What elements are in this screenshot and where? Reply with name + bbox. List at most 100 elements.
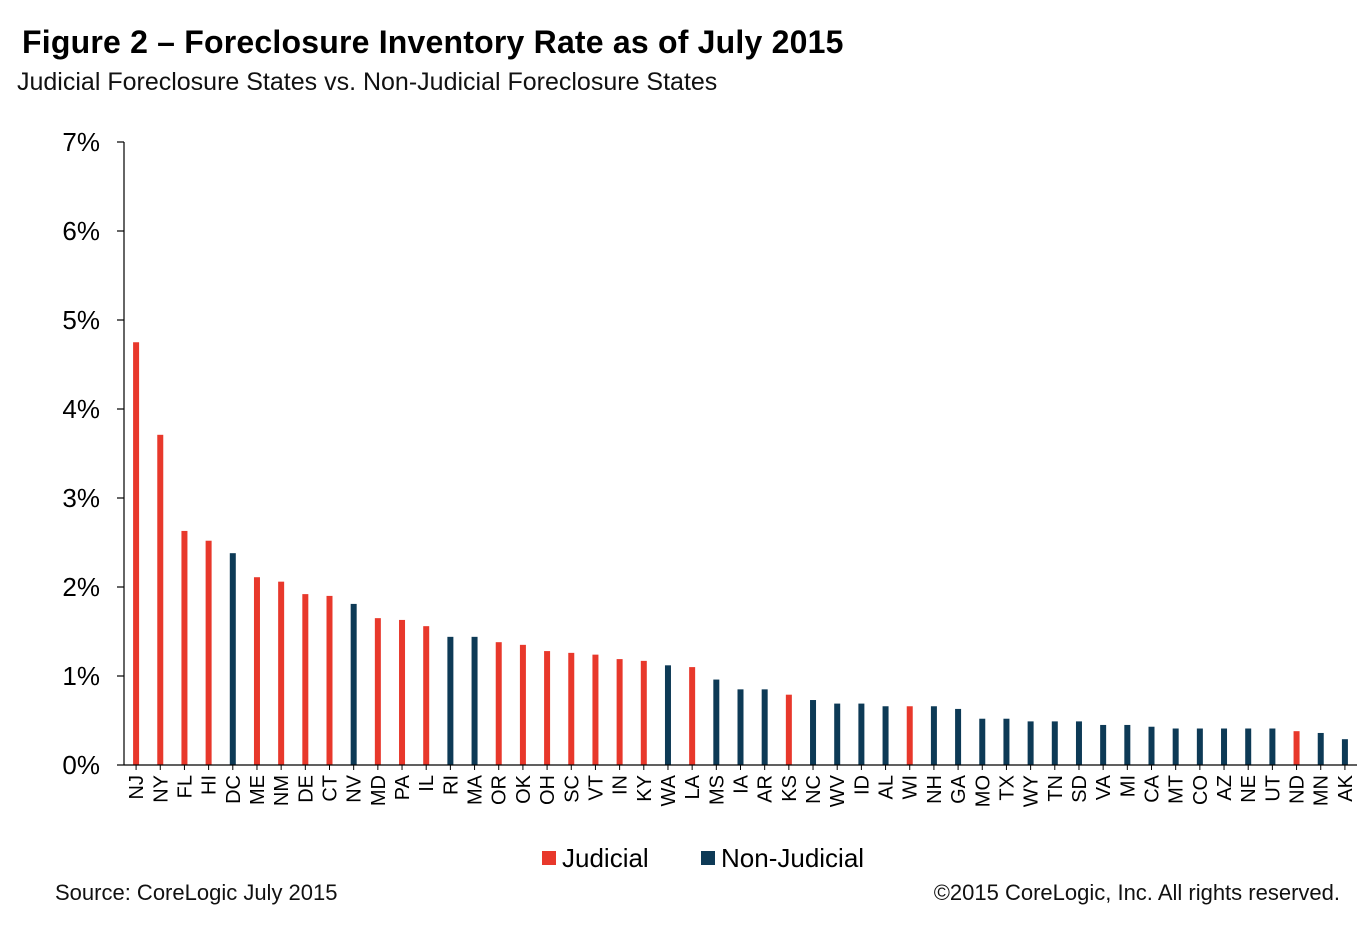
chart-title: Figure 2 – Foreclosure Inventory Rate as… — [22, 24, 844, 60]
bar-wa — [664, 665, 671, 765]
bar-va — [1100, 724, 1107, 765]
y-tick-label: 6% — [62, 216, 100, 246]
x-tick-label: OK — [513, 774, 535, 804]
x-tick-label: NC — [803, 775, 825, 804]
bar-ky — [640, 660, 647, 765]
x-tick-label: AK — [1335, 774, 1357, 801]
bar-sc — [568, 652, 575, 765]
x-tick-label: ID — [851, 775, 873, 795]
bar-ne — [1245, 728, 1252, 765]
x-tick-label: IL — [416, 775, 438, 792]
y-tick-label: 1% — [62, 661, 100, 691]
bar-wv — [834, 703, 841, 765]
x-tick-label: KY — [634, 775, 656, 802]
x-tick-label: ME — [247, 775, 269, 805]
bar-ca — [1148, 726, 1155, 765]
x-tick-label: MD — [368, 775, 390, 806]
y-axis: 0% 1% 2% 3% 4% 5% 6% 7% — [62, 127, 125, 780]
x-tick-label: VA — [1093, 774, 1115, 800]
y-tick-label: 0% — [62, 750, 100, 780]
bar-wi — [906, 706, 913, 765]
x-tick-label: TN — [1045, 775, 1067, 802]
legend-swatch — [542, 851, 556, 865]
x-tick-label: NE — [1238, 775, 1260, 803]
bar-al — [882, 706, 889, 765]
bar-ks — [785, 694, 792, 765]
bar-vt — [592, 654, 599, 765]
bar-dc — [229, 553, 236, 765]
legend: Judicial Non-Judicial — [542, 843, 864, 873]
bar-fl — [181, 530, 188, 765]
bar-ri — [447, 636, 454, 765]
x-tick-label: LA — [682, 774, 704, 799]
x-tick-label: AR — [755, 775, 777, 803]
x-tick-label: ND — [1287, 775, 1309, 804]
bar-co — [1196, 728, 1203, 765]
x-tick-label: SD — [1069, 775, 1091, 803]
bar-nm — [278, 581, 285, 765]
x-tick-label: CO — [1190, 775, 1212, 805]
x-tick-label: MN — [1311, 775, 1333, 806]
bar-de — [302, 594, 309, 765]
x-axis: NJ NY FL HI DC ME NM DE CT NV MD PA IL RI MA OR OK OH SC VT… — [124, 764, 1357, 807]
x-tick-label: WY — [1021, 775, 1043, 807]
bar-mi — [1124, 724, 1131, 765]
x-tick-label: CA — [1142, 774, 1164, 802]
bars — [133, 342, 1348, 765]
x-tick-label: WI — [900, 775, 922, 799]
x-tick-label: OH — [537, 775, 559, 805]
y-tick-label: 2% — [62, 572, 100, 602]
x-tick-label: VT — [585, 775, 607, 801]
bar-ut — [1269, 728, 1276, 765]
bar-ny — [157, 434, 164, 765]
x-tick-label: HI — [199, 775, 221, 795]
bar-tn — [1051, 721, 1058, 765]
x-tick-label: OR — [489, 775, 511, 805]
bar-ma — [471, 636, 478, 765]
bar-ok — [519, 644, 526, 765]
bar-ak — [1341, 739, 1348, 765]
x-tick-label: DE — [295, 775, 317, 803]
bar-nj — [133, 342, 140, 765]
x-tick-label: MT — [1166, 775, 1188, 804]
bar-mt — [1172, 728, 1179, 765]
bar-md — [374, 618, 381, 765]
x-tick-label: DC — [223, 775, 245, 804]
bar-me — [253, 577, 260, 765]
x-tick-label: IA — [731, 774, 753, 794]
x-tick-label: WA — [658, 774, 680, 806]
legend-label: Judicial — [562, 843, 649, 873]
bar-tx — [1003, 718, 1010, 765]
bar-sd — [1075, 721, 1082, 765]
bar-ct — [326, 595, 333, 765]
bar-ms — [713, 679, 720, 765]
bar-nv — [350, 603, 357, 765]
bar-az — [1221, 728, 1228, 765]
bar-in — [616, 659, 623, 765]
x-tick-label: AZ — [1214, 775, 1236, 801]
x-tick-label: WV — [827, 774, 849, 807]
x-tick-label: MO — [972, 775, 994, 807]
bar-id — [858, 703, 865, 765]
x-tick-label: NH — [924, 775, 946, 804]
bar-pa — [399, 619, 406, 765]
bar-ga — [955, 708, 962, 765]
x-tick-label: IN — [610, 775, 632, 795]
x-tick-label: TX — [996, 775, 1018, 801]
x-tick-label: GA — [948, 774, 970, 804]
bar-nh — [930, 706, 937, 765]
bar-mn — [1317, 732, 1324, 765]
source-note: Source: CoreLogic July 2015 — [55, 880, 338, 905]
bar-mo — [979, 718, 986, 765]
bar-nd — [1293, 731, 1300, 765]
x-tick-label: UT — [1262, 775, 1284, 802]
x-tick-label: RI — [440, 775, 462, 795]
bar-wy — [1027, 721, 1034, 765]
y-tick-label: 7% — [62, 127, 100, 157]
y-tick-label: 3% — [62, 483, 100, 513]
x-tick-label: FL — [174, 775, 196, 798]
bar-la — [689, 667, 696, 765]
x-tick-label: NY — [150, 775, 172, 803]
bar-ar — [761, 689, 768, 765]
legend-swatch — [701, 851, 715, 865]
